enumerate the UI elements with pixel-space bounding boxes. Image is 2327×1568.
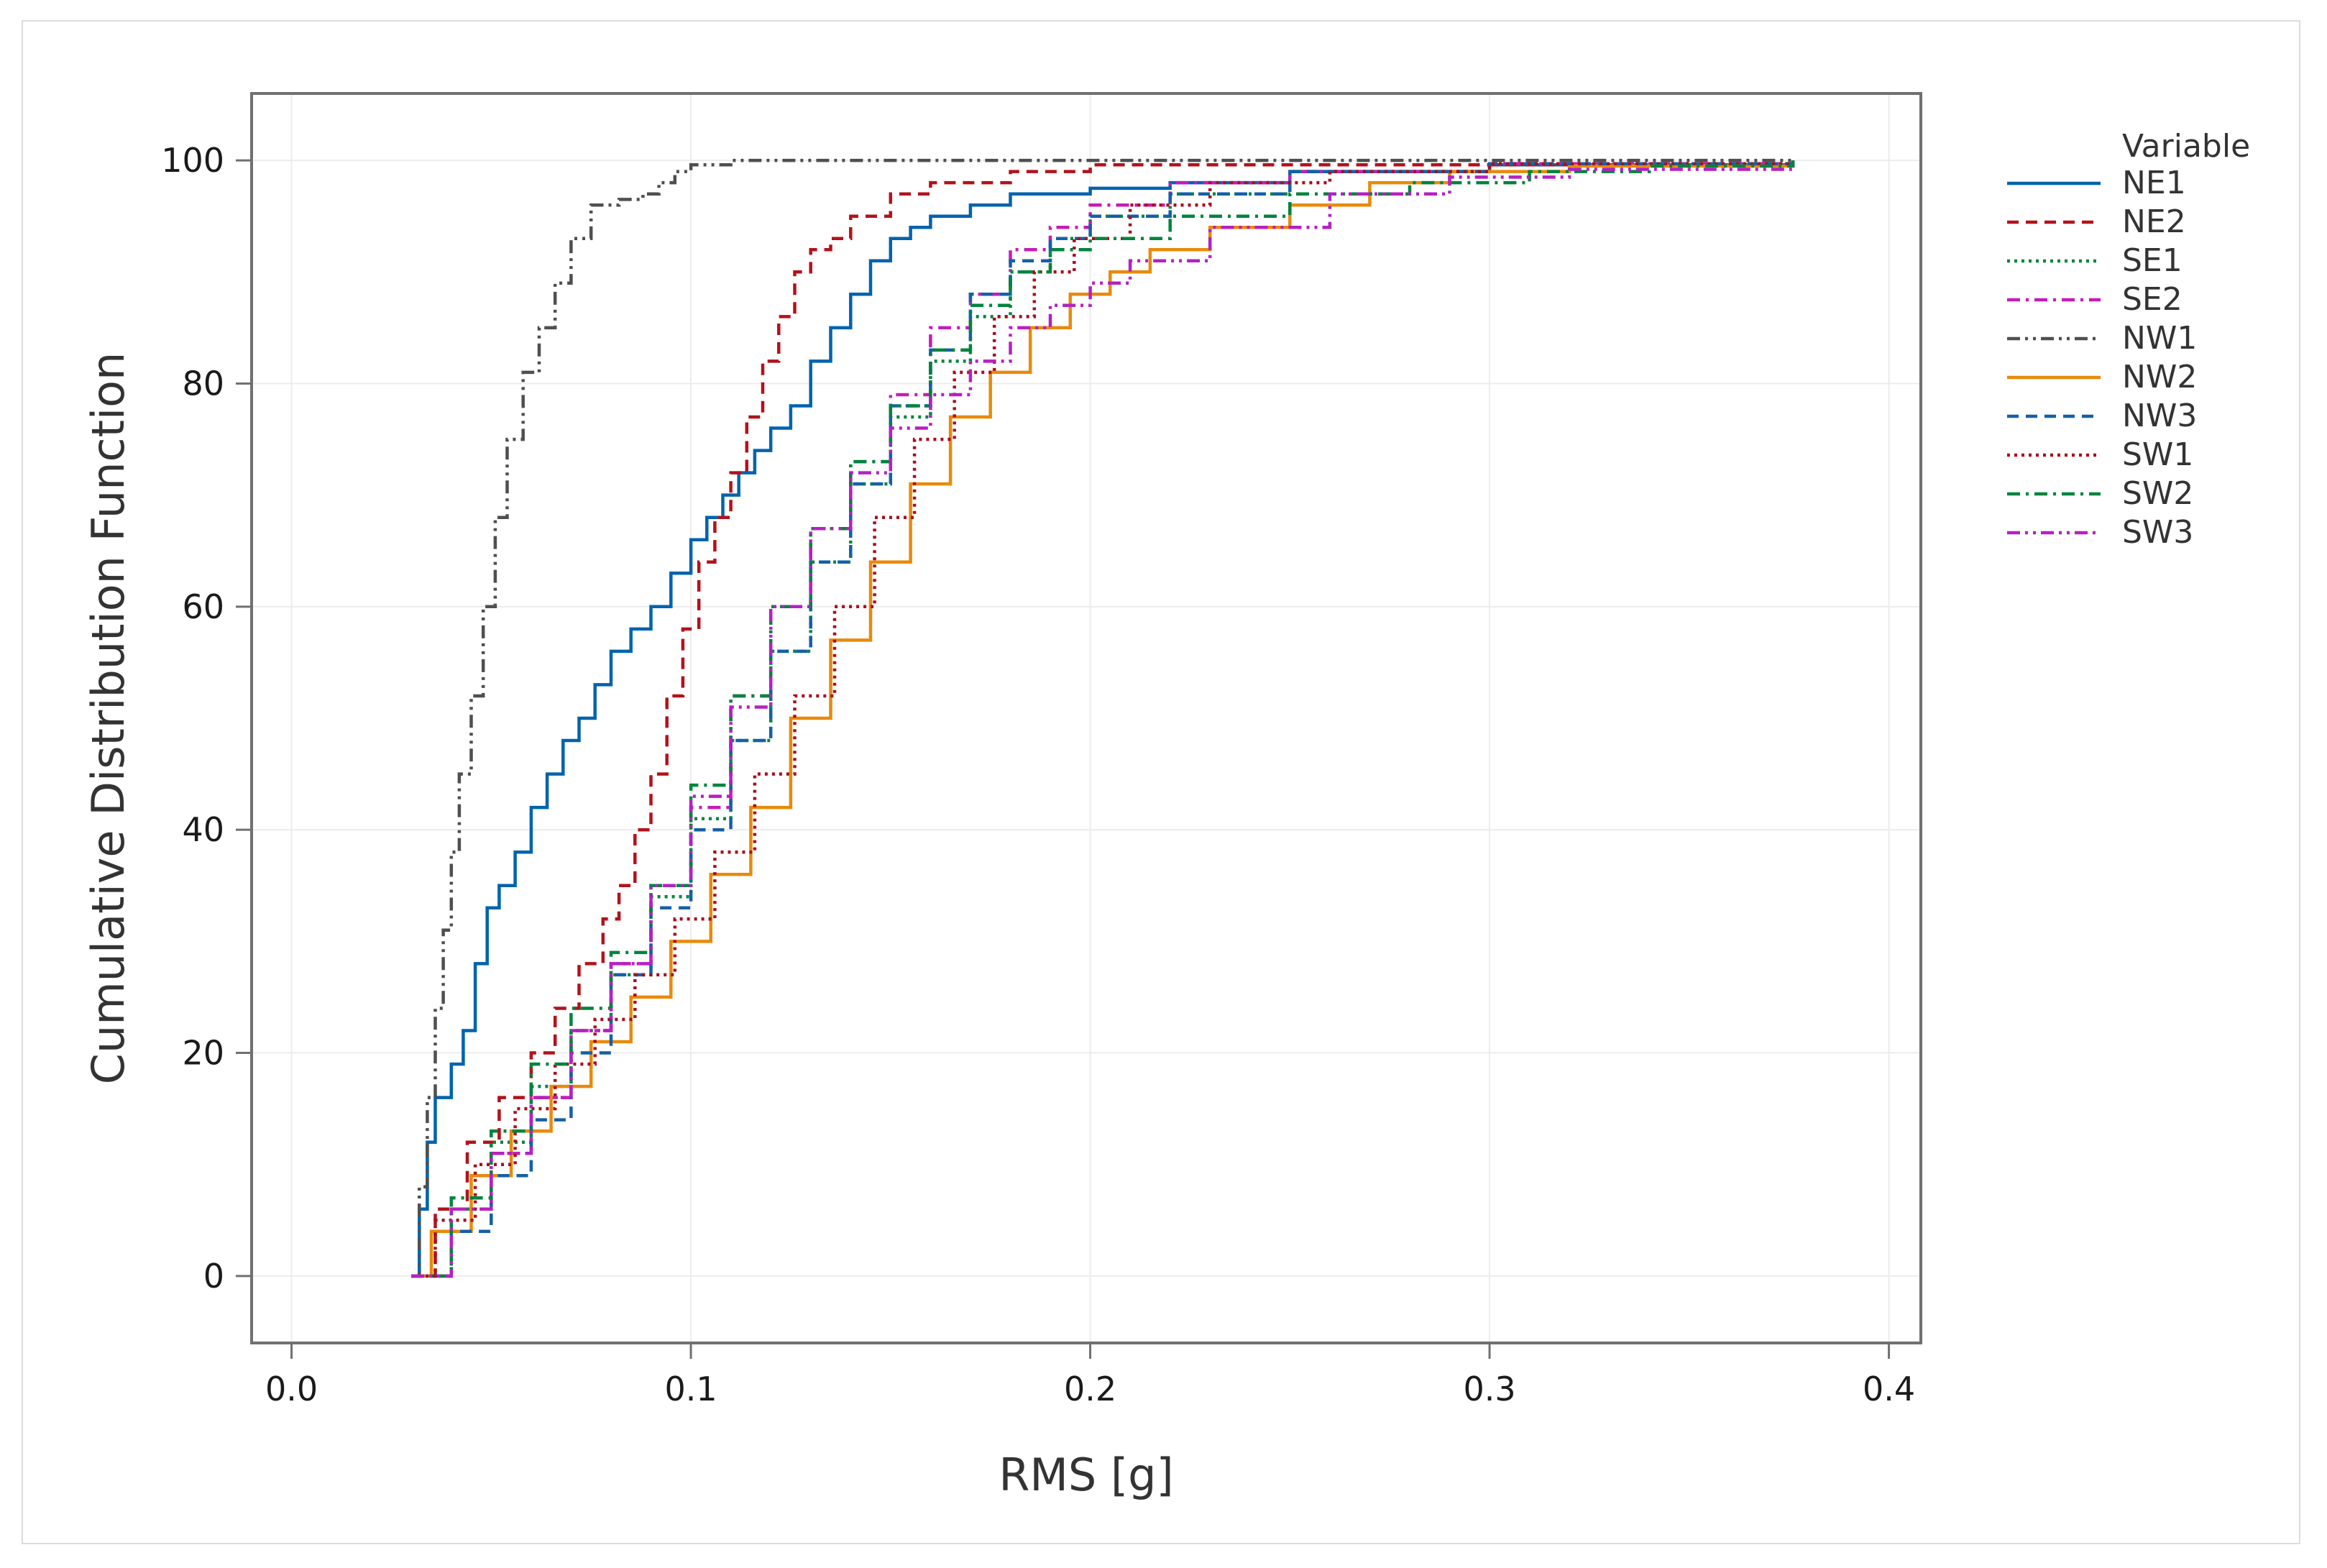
plot-frame	[250, 92, 1922, 1344]
legend-title: Variable	[2122, 128, 2250, 165]
legend-label-nw1: NW1	[2122, 320, 2197, 357]
y-tick-label: 20	[182, 1034, 224, 1073]
y-axis-title: Cumulative Distribution Function	[82, 352, 134, 1085]
legend-label-sw2: SW2	[2122, 475, 2193, 512]
series-line-nw2	[411, 160, 1795, 1278]
legend-label-nw3: NW3	[2122, 398, 2197, 434]
y-tick-label: 60	[182, 587, 224, 626]
x-tick-label: 0.2	[1064, 1370, 1116, 1408]
legend-label-sw1: SW1	[2122, 436, 2193, 473]
legend-label-se1: SE1	[2122, 242, 2183, 279]
y-tick-label: 80	[182, 364, 224, 403]
y-tick-label: 100	[161, 141, 224, 180]
y-tick-label: 0	[203, 1257, 224, 1296]
figure-frame: 0.0 0.1 0.2 0.3 0.4 0 20 40 60 80 100 RMS [g] Cumu…	[22, 20, 2300, 1544]
series-line-nw3	[411, 160, 1795, 1278]
series-line-sw1	[411, 160, 1795, 1278]
axis-ticks: 0.0 0.1 0.2 0.3 0.4 0 20 40 60 80 100	[161, 141, 1915, 1408]
x-tick-label: 0.1	[664, 1370, 717, 1408]
series-line-nw1	[411, 158, 1794, 1278]
grid	[252, 93, 1921, 1343]
series-line-se1	[411, 160, 1795, 1278]
legend-label-nw2: NW2	[2122, 359, 2197, 395]
series-line-ne1	[411, 160, 1795, 1278]
legend-label-ne1: NE1	[2122, 165, 2186, 201]
series-line-se2	[411, 160, 1795, 1278]
y-tick-label: 40	[182, 810, 224, 849]
cdf-chart: 0.0 0.1 0.2 0.3 0.4 0 20 40 60 80 100 RMS [g] Cumu…	[82, 92, 2250, 1501]
legend-label-ne2: NE2	[2122, 203, 2186, 240]
series-lines	[411, 158, 1795, 1278]
legend-label-sw3: SW3	[2122, 514, 2193, 551]
series-line-ne2	[411, 160, 1795, 1278]
x-tick-label: 0.4	[1863, 1370, 1915, 1408]
x-tick-label: 0.0	[265, 1370, 318, 1408]
legend-label-se2: SE2	[2122, 281, 2183, 318]
series-line-sw3	[411, 165, 1795, 1278]
series-line-sw2	[411, 160, 1795, 1278]
x-tick-label: 0.3	[1463, 1370, 1515, 1408]
x-axis-title: RMS [g]	[999, 1449, 1173, 1501]
